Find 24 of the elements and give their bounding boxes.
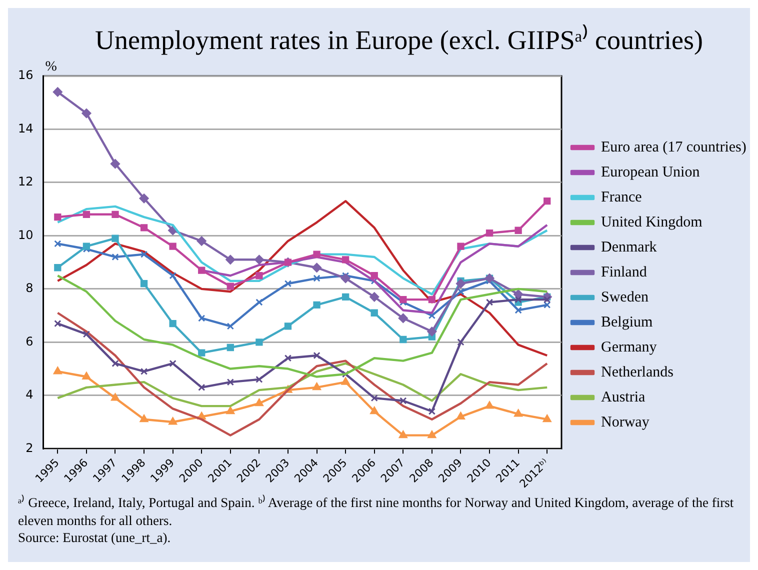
y-tick-label: 8 bbox=[26, 281, 34, 296]
legend-label: Finland bbox=[601, 264, 648, 280]
text: ᵃ⁾ Greece, Ireland, Italy, Portugal and Spain. ᵇ⁾ Average of the first nine months for Norway and United Kingdom, average of the first eleven months for all others. bbox=[18, 494, 735, 530]
legend-label: Euro area (17 countries) bbox=[601, 139, 746, 156]
source-note: Source: Eurostat (une_rt_a). bbox=[18, 529, 172, 547]
y-tick-label: 16 bbox=[18, 68, 34, 82]
legend-label: United Kingdom bbox=[601, 214, 703, 230]
y-tick-label: 2 bbox=[26, 440, 34, 455]
y-tick-label: 14 bbox=[18, 121, 34, 136]
legend-label: European Union bbox=[601, 164, 700, 180]
chart-title: Unemployment rates in Europe (excl. GIIPSᵃ⁾ countries) bbox=[94, 24, 704, 57]
legend-label: Belgium bbox=[601, 314, 653, 330]
y-tick-label: 6 bbox=[26, 334, 34, 348]
y-tick-label: 10 bbox=[18, 228, 34, 242]
legend-label: Netherlands bbox=[601, 364, 674, 380]
legend-label: Sweden bbox=[601, 289, 649, 306]
y-axis-title: % bbox=[45, 60, 58, 75]
legend-label: Austria bbox=[601, 389, 646, 406]
y-tick-label: 4 bbox=[26, 388, 34, 402]
legend-label: Norway bbox=[601, 414, 650, 430]
y-tick-label: 12 bbox=[18, 174, 34, 189]
legend-label: Germany bbox=[601, 339, 658, 356]
legend-label: Denmark bbox=[601, 239, 658, 256]
legend-label: France bbox=[601, 189, 642, 206]
